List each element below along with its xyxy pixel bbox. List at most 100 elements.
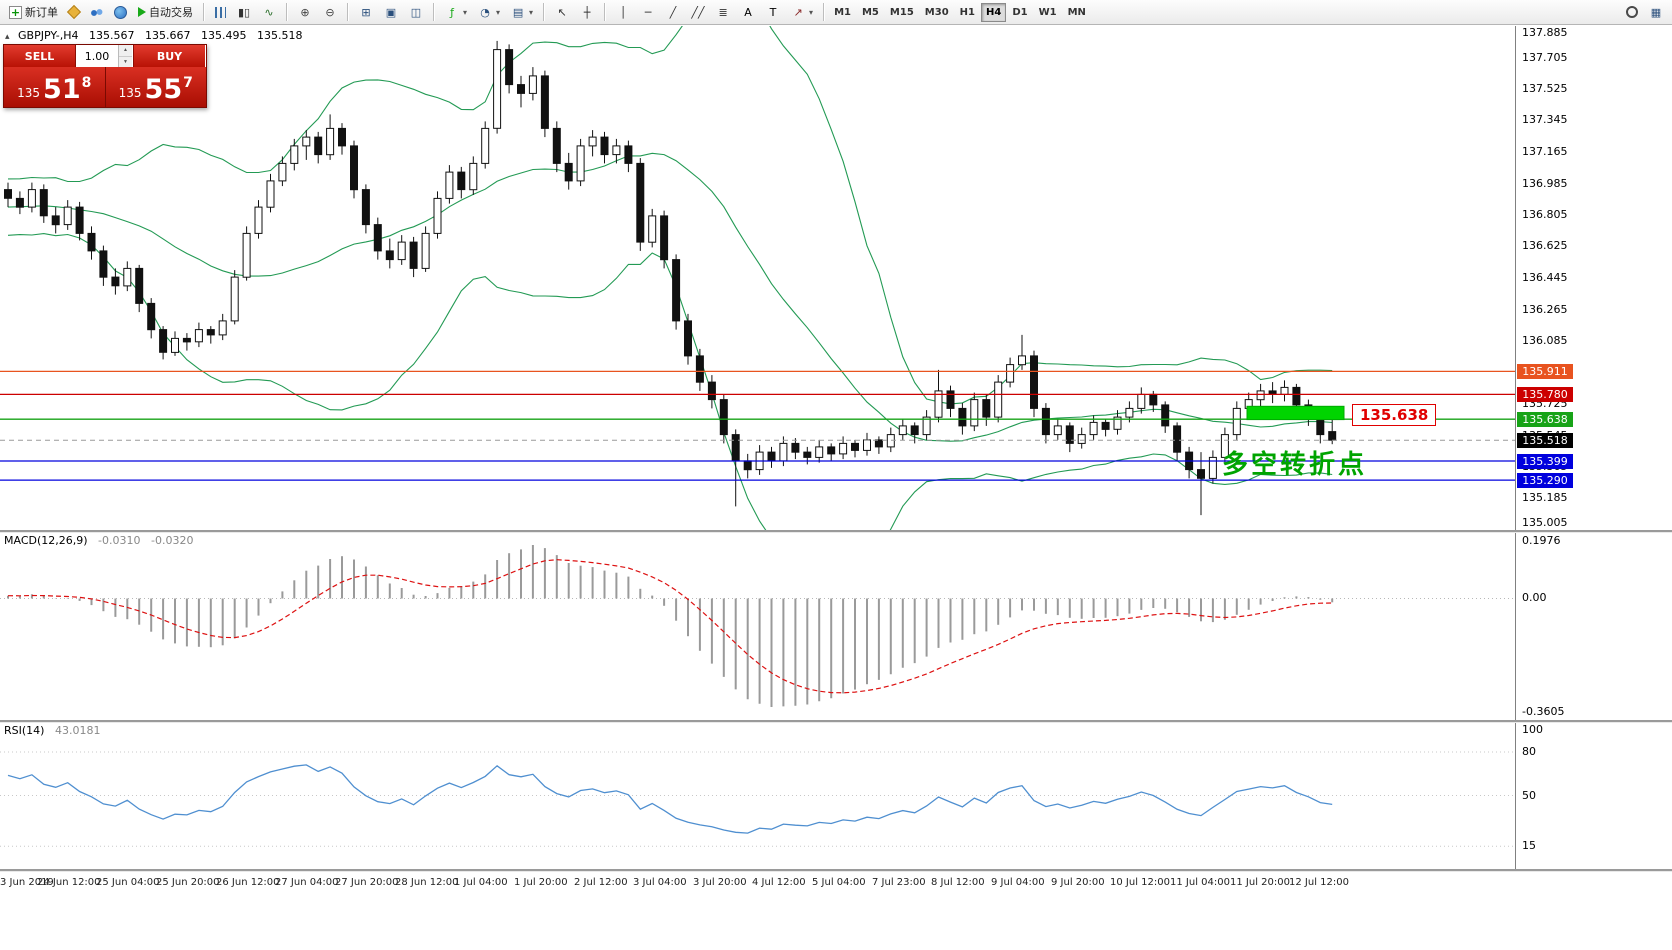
- bollinger-middle-band: [7, 152, 1333, 442]
- charts-grid-button[interactable]: [64, 2, 84, 23]
- price-axis[interactable]: 0.1976 0.00 -0.3605 137.885 137.705 137.52…: [1516, 26, 1672, 871]
- pane-splitter[interactable]: [0, 530, 1672, 533]
- toolbar-right-group: ▦: [1621, 2, 1668, 23]
- candle-body: [63, 206, 72, 226]
- candle-body: [278, 162, 287, 182]
- periods-button[interactable]: ◔ ▾: [473, 2, 505, 23]
- timeframe-w1-button[interactable]: W1: [1034, 3, 1062, 22]
- candle-body: [994, 381, 1003, 418]
- candle-body: [695, 355, 704, 383]
- resistance-line-lower-badge: 135.780: [1517, 387, 1573, 402]
- candle-chart-button[interactable]: ▮▯: [232, 2, 256, 23]
- buy-price-display[interactable]: 135 55 7: [104, 67, 207, 107]
- time-axis-label: 25 Jun 20:00: [156, 877, 220, 888]
- tile-windows-icon: ⊞: [361, 5, 371, 19]
- trade-panel-top-row: SELL ▲ ▼ BUY: [4, 45, 206, 67]
- crosshair-button[interactable]: ┼: [575, 2, 599, 23]
- candle-body: [1089, 421, 1098, 436]
- sell-price-main: 51: [43, 74, 81, 105]
- toolbar-separator: [286, 3, 288, 21]
- macd-pane[interactable]: MACD(12,26,9) -0.0310 -0.0320: [0, 532, 1515, 720]
- main-chart-pane[interactable]: ▴ GBPJPY-,H4 135.567 135.667 135.495 135…: [0, 26, 1515, 530]
- timeframe-d1-button[interactable]: D1: [1007, 3, 1032, 22]
- templates-button[interactable]: ▤ ▾: [506, 2, 538, 23]
- templates-icon: ▤: [512, 5, 524, 19]
- toolbar-timeframes-group: M1 M5 M15 M30 H1 H4 D1 W1 MN: [829, 2, 1091, 22]
- trendline-icon: ╱: [669, 5, 677, 19]
- search-button[interactable]: [1621, 2, 1643, 23]
- cascade-windows-button[interactable]: ▣: [379, 2, 403, 23]
- time-axis-label: 25 Jun 04:00: [96, 877, 160, 888]
- trendline-tool-button[interactable]: ╱: [661, 2, 685, 23]
- fibonacci-icon: ≣: [718, 5, 728, 19]
- cursor-button[interactable]: ↖: [550, 2, 574, 23]
- chart-list-button[interactable]: ▦: [1644, 2, 1668, 23]
- pane-splitter[interactable]: [0, 869, 1672, 872]
- tile-horizontal-button[interactable]: ◫: [404, 2, 428, 23]
- new-order-button[interactable]: + 新订单: [4, 2, 63, 23]
- buy-price-prefix: 135: [118, 86, 142, 100]
- resistance-line-upper-badge: 135.911: [1517, 364, 1573, 379]
- auto-trading-button[interactable]: 自动交易: [133, 2, 198, 23]
- main-chart-canvas[interactable]: [0, 26, 1515, 530]
- channel-tool-button[interactable]: ╱╱: [686, 2, 710, 23]
- timeframe-h4-button[interactable]: H4: [980, 2, 1007, 22]
- buy-price-pipette: 7: [183, 75, 193, 91]
- volume-down-button[interactable]: ▼: [119, 56, 132, 67]
- line-chart-button[interactable]: ∿: [257, 2, 281, 23]
- vline-tool-button[interactable]: │: [611, 2, 635, 23]
- candle-body: [528, 75, 537, 94]
- rsi-axis-label: 80: [1522, 745, 1536, 758]
- tile-horizontal-icon: ◫: [410, 5, 422, 19]
- pane-splitter[interactable]: [0, 720, 1672, 723]
- price-axis-label: 136.805: [1522, 208, 1568, 221]
- timeframe-m30-button[interactable]: M30: [920, 3, 954, 22]
- zoom-in-button[interactable]: ⊕: [293, 2, 317, 23]
- label-tool-button[interactable]: T: [761, 2, 785, 23]
- arrows-tool-button[interactable]: ↗ ▾: [786, 2, 818, 23]
- navigator-button[interactable]: [109, 2, 132, 23]
- fibonacci-tool-button[interactable]: ≣: [711, 2, 735, 23]
- highlight-rectangle[interactable]: [1246, 405, 1345, 421]
- timeframe-m15-button[interactable]: M15: [885, 3, 919, 22]
- bar-chart-button[interactable]: [210, 2, 231, 23]
- text-tool-button[interactable]: A: [736, 2, 760, 23]
- line-chart-icon: ∿: [264, 5, 274, 19]
- sell-price-display[interactable]: 135 51 8: [4, 67, 105, 107]
- candle-body: [886, 434, 895, 448]
- channel-icon: ╱╱: [691, 5, 705, 19]
- volume-up-button[interactable]: ▲: [119, 45, 132, 57]
- sell-button[interactable]: SELL: [4, 45, 76, 67]
- timeframe-h1-button[interactable]: H1: [955, 3, 980, 22]
- candle-body: [421, 232, 430, 269]
- price-callout-label[interactable]: 135.638: [1352, 404, 1437, 426]
- timeframe-mn-button[interactable]: MN: [1063, 3, 1091, 22]
- candle-body: [254, 206, 263, 234]
- price-axis-label: 135.005: [1522, 516, 1568, 529]
- time-axis[interactable]: 3 Jun 2019 24 Jun 12:00 25 Jun 04:00 25 Jun…: [0, 871, 1672, 895]
- rsi-pane[interactable]: RSI(14) 43.0181: [0, 722, 1515, 869]
- candle-body: [898, 425, 907, 436]
- price-axis-label: 136.265: [1522, 303, 1568, 316]
- one-click-collapse-arrow[interactable]: ▴: [5, 32, 10, 42]
- hline-tool-button[interactable]: ─: [636, 2, 660, 23]
- time-axis-label: 10 Jul 12:00: [1110, 877, 1170, 888]
- buy-button[interactable]: BUY: [133, 45, 205, 67]
- bollinger-bands: [7, 26, 1333, 530]
- candle-body: [576, 145, 585, 182]
- candle-body: [1041, 407, 1050, 436]
- volume-input[interactable]: [76, 45, 118, 67]
- candle-body: [564, 162, 573, 182]
- cascade-windows-icon: ▣: [385, 5, 397, 19]
- annotation-note-text[interactable]: 多空转折点: [1222, 450, 1368, 480]
- market-watch-button[interactable]: [85, 2, 108, 23]
- zoom-out-button[interactable]: ⊖: [318, 2, 342, 23]
- tile-windows-button[interactable]: ⊞: [354, 2, 378, 23]
- price-axis-label: 137.165: [1522, 145, 1568, 158]
- time-axis-label: 1 Jul 04:00: [454, 877, 508, 888]
- timeframe-m5-button[interactable]: M5: [857, 3, 884, 22]
- price-axis-label: 136.445: [1522, 271, 1568, 284]
- time-axis-label: 7 Jul 23:00: [872, 877, 926, 888]
- indicators-button[interactable]: ƒ ▾: [440, 2, 472, 23]
- timeframe-m1-button[interactable]: M1: [829, 3, 856, 22]
